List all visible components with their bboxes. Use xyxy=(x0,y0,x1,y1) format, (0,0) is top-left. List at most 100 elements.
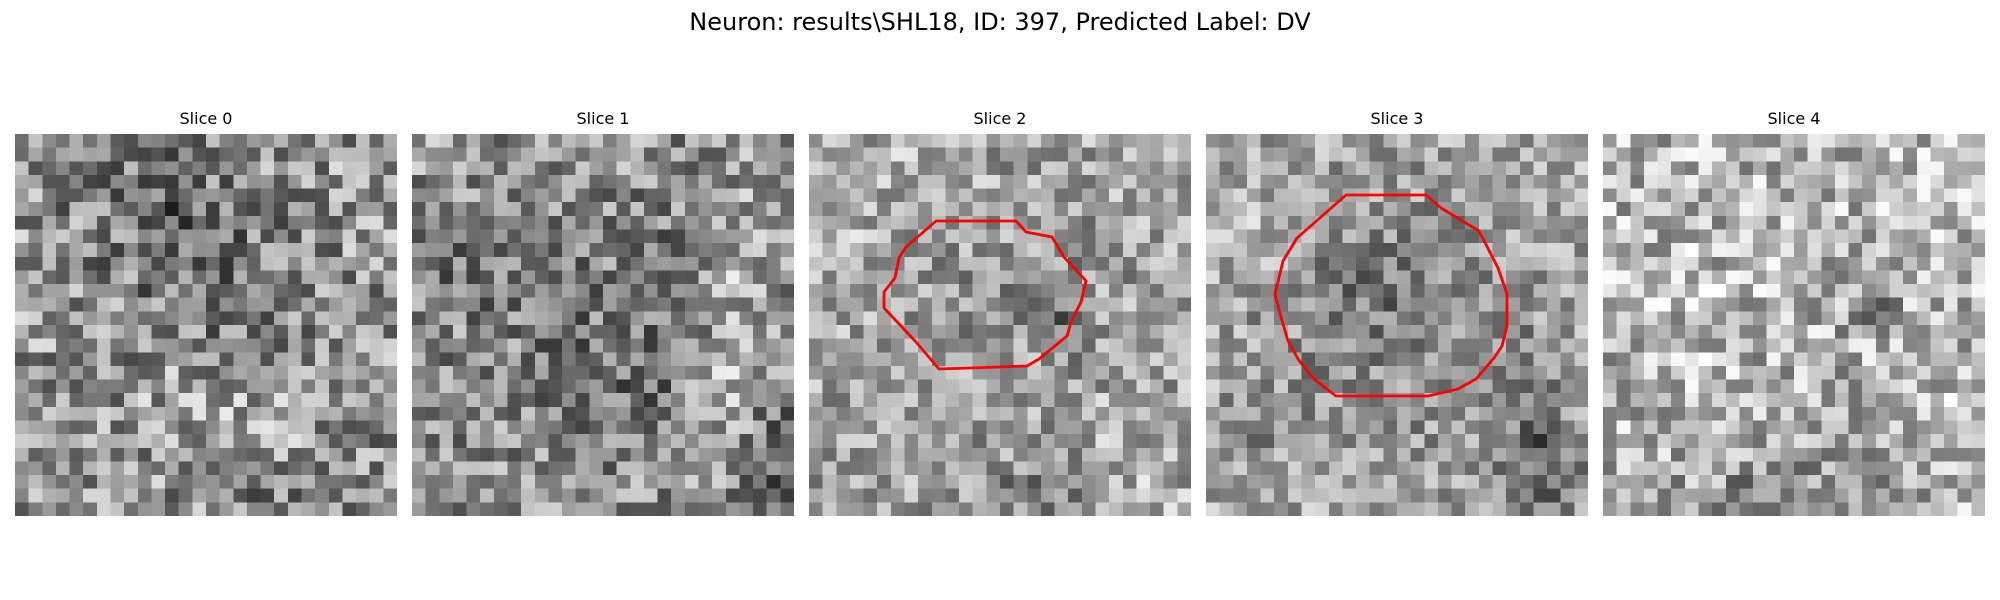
slice-pixel xyxy=(369,325,384,339)
slice-pixel xyxy=(1944,147,1958,162)
slice-pixel xyxy=(972,147,987,162)
slice-pixel xyxy=(493,420,508,435)
slice-pixel xyxy=(151,243,166,257)
slice-pixel xyxy=(1834,502,1849,516)
slice-pixel xyxy=(1410,243,1425,257)
slice-pixel xyxy=(1492,284,1507,298)
slice-pixel xyxy=(15,229,29,244)
slice-pixel xyxy=(1260,243,1275,257)
slice-pixel xyxy=(548,461,563,476)
slice-pixel xyxy=(55,325,70,339)
slice-pixel xyxy=(1328,475,1343,489)
slice-pixel xyxy=(534,202,549,216)
slice-pixel xyxy=(110,297,125,312)
slice-pixel xyxy=(1807,229,1822,244)
slice-pixel xyxy=(1739,447,1754,462)
slice-pixel xyxy=(15,311,29,326)
slice-pixel xyxy=(1671,229,1685,244)
slice-pixel xyxy=(28,297,43,312)
slice-pixel xyxy=(753,393,767,407)
slice-pixel xyxy=(369,270,384,285)
slice-pixel xyxy=(1246,393,1261,407)
slice-pixel xyxy=(507,297,522,312)
slice-pixel xyxy=(1807,420,1822,435)
slice-pixel xyxy=(548,256,563,271)
slice-pixel xyxy=(1506,229,1520,244)
slice-pixel xyxy=(219,284,234,298)
slice-pixel xyxy=(1753,488,1767,503)
slice-pixel xyxy=(178,243,193,257)
slice-pixel xyxy=(42,447,57,462)
slice-pixel xyxy=(55,420,70,435)
slice-pixel xyxy=(1616,202,1631,216)
slice-pixel xyxy=(1821,420,1836,435)
slice-pixel xyxy=(1163,475,1178,489)
slice-pixel xyxy=(1397,325,1411,339)
slice-pixel xyxy=(849,256,864,271)
slice-pixel xyxy=(1725,447,1740,462)
slice-pixel xyxy=(1219,365,1234,380)
slice-pixel xyxy=(480,311,494,326)
slice-pixel xyxy=(931,256,946,271)
slice-pixel xyxy=(28,134,43,148)
slice-pixel xyxy=(1233,365,1248,380)
slice-pixel xyxy=(1930,338,1945,353)
slice-pixel xyxy=(493,297,508,312)
slice-pixel xyxy=(986,502,1001,516)
slice-pixel xyxy=(1437,134,1452,148)
slice-pixel xyxy=(890,502,905,516)
slice-pixel xyxy=(1122,475,1137,489)
slice-pixel xyxy=(1848,174,1863,189)
slice-pixel xyxy=(1410,325,1425,339)
slice-pixel xyxy=(698,188,713,203)
slice-pixel xyxy=(1739,502,1754,516)
slice-pixel xyxy=(863,311,878,326)
slice-pixel xyxy=(315,215,329,230)
slice-pixel xyxy=(1410,229,1425,244)
slice-pixel xyxy=(1109,325,1123,339)
slice-pixel xyxy=(233,188,248,203)
slice-pixel xyxy=(356,365,370,380)
slice-pixel xyxy=(972,161,987,176)
slice-pixel xyxy=(466,338,481,353)
slice-pixel xyxy=(1630,475,1645,489)
slice-pixel xyxy=(1753,297,1767,312)
slice-pixel xyxy=(657,311,672,326)
slice-pixel xyxy=(1944,202,1958,216)
slice-pixel xyxy=(1533,461,1548,476)
slice-pixel xyxy=(1725,147,1740,162)
slice-pixel xyxy=(110,202,125,216)
slice-pixel xyxy=(15,147,29,162)
slice-pixel xyxy=(1574,174,1588,189)
slice-pixel xyxy=(753,147,767,162)
slice-pixel xyxy=(890,434,905,448)
slice-pixel xyxy=(1122,270,1137,285)
slice-pixel xyxy=(671,161,685,176)
slice-pixel xyxy=(1068,338,1082,353)
slice-pixel xyxy=(480,325,494,339)
slice-pixel xyxy=(1533,393,1548,407)
slice-pixel xyxy=(83,447,97,462)
slice-pixel xyxy=(972,461,987,476)
slice-pixel xyxy=(28,447,43,462)
slice-pixel xyxy=(1753,502,1767,516)
slice-pixel xyxy=(1260,461,1275,476)
slice-pixel xyxy=(1328,161,1343,176)
slice-pixel xyxy=(1725,365,1740,380)
slice-pixel xyxy=(1889,270,1904,285)
slice-pixel xyxy=(1875,488,1890,503)
slice-pixel xyxy=(1233,420,1248,435)
slice-pixel xyxy=(1821,488,1836,503)
slice-pixel xyxy=(945,188,960,203)
slice-pixel xyxy=(1889,434,1904,448)
slice-pixel xyxy=(1875,311,1890,326)
slice-pixel xyxy=(466,311,481,326)
slice-pixel xyxy=(151,365,166,380)
slice-pixel xyxy=(657,352,672,367)
slice-pixel xyxy=(1150,434,1164,448)
slice-pixel xyxy=(931,161,946,176)
slice-pixel xyxy=(863,134,878,148)
slice-pixel xyxy=(780,461,794,476)
slice-pixel xyxy=(83,134,97,148)
slice-pixel xyxy=(1780,420,1795,435)
